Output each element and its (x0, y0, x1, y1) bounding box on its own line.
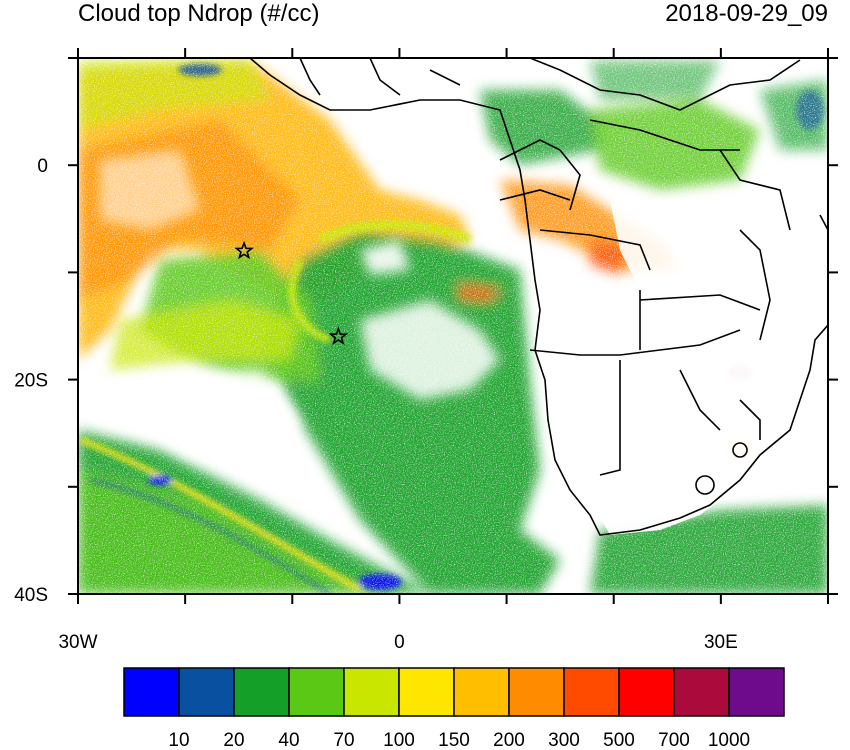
map-frame (77, 57, 829, 595)
colorbar-swatch (618, 667, 675, 717)
colorbar-label: 100 (383, 730, 415, 750)
coastlines (249, 58, 828, 536)
star-marker (328, 326, 349, 346)
colorbar-swatch (453, 667, 510, 717)
map-title: Cloud top Ndrop (#/cc) (78, 0, 320, 27)
colorbar-label: 20 (223, 730, 244, 750)
colorbar-swatch (398, 667, 455, 717)
lat-tick-label: 40S (14, 585, 48, 606)
colorbar-label: 700 (658, 730, 690, 750)
colorbar-label: 10 (168, 730, 189, 750)
star-marker (234, 240, 254, 260)
colorbar-swatch (673, 667, 730, 717)
colorbar-swatch (563, 667, 620, 717)
colorbar-swatch (233, 667, 290, 717)
lat-tick-label: 0 (37, 156, 48, 177)
colorbar-label: 300 (548, 730, 580, 750)
markers (234, 240, 349, 346)
colorbar-swatch (343, 667, 400, 717)
colorbar-label: 150 (438, 730, 470, 750)
lon-tick-label: 30E (704, 632, 738, 653)
colorbar-swatch (508, 667, 565, 717)
colorbar-label: 40 (278, 730, 299, 750)
colorbar-label: 500 (603, 730, 635, 750)
colorbar-swatch (178, 667, 235, 717)
colorbar-label: 1000 (708, 730, 750, 750)
colorbar-label: 70 (333, 730, 354, 750)
lon-tick-label: 30W (58, 632, 97, 653)
colorbar-swatch (288, 667, 345, 717)
lon-tick-label: 0 (394, 632, 405, 653)
colorbar-label: 200 (493, 730, 525, 750)
colorbar: 10 20 40 70 100 150 200 300 500 700 1000 (123, 667, 785, 750)
colorbar-swatch (123, 667, 180, 717)
axis-tick-labels: 0 20S 40S 30W 0 30E (14, 156, 738, 653)
lat-tick-label: 20S (14, 371, 48, 392)
colorbar-swatch (728, 667, 785, 717)
cloud-field (78, 58, 828, 594)
map-datetime: 2018-09-29_09 (665, 0, 828, 27)
axis-ticks (68, 48, 838, 604)
